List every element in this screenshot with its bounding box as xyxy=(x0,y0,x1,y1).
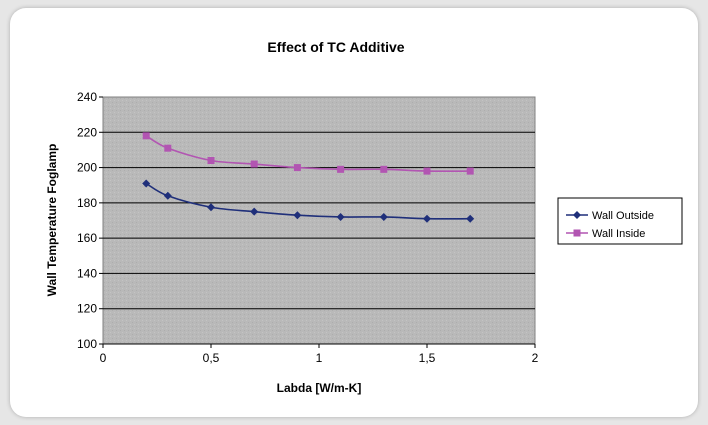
data-point xyxy=(142,132,150,140)
x-tick-label: 0,5 xyxy=(203,351,220,365)
data-point xyxy=(163,191,172,200)
data-point xyxy=(207,157,215,165)
y-tick-label: 140 xyxy=(77,266,97,280)
y-axis: 100 120 140 160 180 200 220 240 xyxy=(77,90,103,351)
legend-marker xyxy=(573,229,581,237)
legend: Wall Outside Wall Inside xyxy=(557,197,683,245)
y-tick-label: 220 xyxy=(77,125,97,139)
x-tick-label: 1,5 xyxy=(419,351,436,365)
y-tick-label: 120 xyxy=(77,302,97,316)
y-tick-label: 160 xyxy=(77,231,97,245)
gridlines xyxy=(103,131,535,310)
data-point xyxy=(207,203,215,212)
x-tick-label: 1 xyxy=(316,351,323,365)
series-group xyxy=(142,132,475,223)
legend-label: Wall Inside xyxy=(592,228,645,240)
y-tick-label: 100 xyxy=(77,337,97,351)
data-point xyxy=(142,179,151,188)
x-axis-label: Labda [W/m-K] xyxy=(277,381,362,395)
data-point xyxy=(379,212,388,221)
legend-marker xyxy=(573,211,581,219)
data-point xyxy=(250,207,259,216)
plot-area xyxy=(102,96,536,345)
legend-label: Wall Outside xyxy=(592,210,654,222)
y-tick-label: 180 xyxy=(77,196,97,210)
x-tick-label: 2 xyxy=(532,351,539,365)
legend-entries: Wall Outside Wall Inside xyxy=(566,210,654,240)
x-axis: 0 0,5 1 1,5 2 xyxy=(100,343,539,365)
data-point xyxy=(423,214,431,223)
x-tick-label: 0 xyxy=(100,351,107,365)
y-tick-label: 200 xyxy=(77,161,97,175)
y-axis-label: Wall Temperature Foglamp xyxy=(45,144,59,297)
data-point xyxy=(423,167,431,175)
chart-card: Effect of TC Additive 100 120 140 160 180 200… xyxy=(10,8,698,417)
chart: Effect of TC Additive 100120140160180200… xyxy=(45,39,683,395)
data-point xyxy=(250,160,258,168)
data-point xyxy=(293,211,302,220)
chart-title: Effect of TC Additive xyxy=(267,39,404,55)
data-point xyxy=(380,165,388,173)
y-tick-label: 240 xyxy=(77,90,97,104)
data-point xyxy=(336,212,345,221)
data-point xyxy=(337,165,345,173)
data-point xyxy=(466,214,475,223)
data-point xyxy=(164,144,172,152)
data-point xyxy=(466,167,474,175)
data-point xyxy=(293,164,301,172)
